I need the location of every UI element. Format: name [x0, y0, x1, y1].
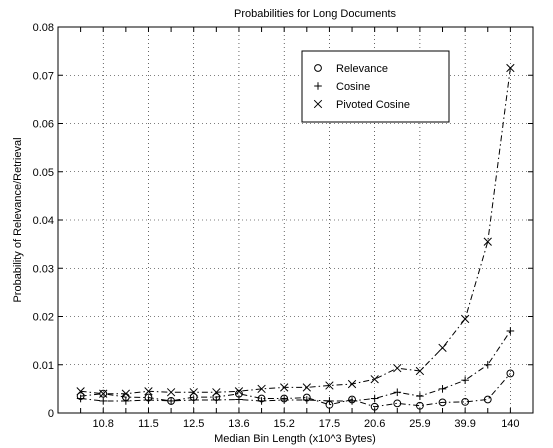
data-point	[438, 385, 447, 393]
legend-label: Relevance	[336, 63, 388, 75]
y-axis: 0 0.01 0.02 0.03 0.04 0.05 0.06 0.07 0.08	[33, 22, 533, 420]
data-point	[76, 394, 85, 403]
data-point	[99, 389, 108, 398]
x-tick-label: 20.6	[364, 418, 385, 430]
data-point	[302, 383, 311, 392]
data-point	[257, 384, 266, 394]
data-point	[483, 395, 492, 404]
series-line	[80, 330, 511, 402]
x-tick-label: 17.5	[319, 418, 340, 430]
legend-marker-cross	[313, 99, 323, 109]
data-point	[370, 394, 379, 403]
series-pivoted-cosine	[76, 63, 515, 398]
data-point	[370, 402, 379, 411]
data-point	[325, 397, 334, 405]
data-point	[415, 366, 425, 376]
legend-label: Pivoted Cosine	[336, 99, 410, 111]
data-point	[461, 376, 469, 384]
y-tick-label: 0	[48, 408, 54, 420]
plot-frame	[57, 26, 534, 414]
x-tick-label: 140	[501, 418, 519, 430]
series-layer	[76, 63, 515, 411]
x-tick-label: 12.5	[183, 418, 204, 430]
data-point	[370, 375, 379, 384]
data-point	[235, 395, 243, 404]
data-point	[280, 396, 288, 404]
data-point	[393, 399, 402, 408]
data-point	[506, 369, 515, 378]
legend-marker-circle	[314, 64, 322, 72]
data-point	[506, 327, 515, 335]
y-tick-label: 0.02	[33, 312, 54, 324]
data-point	[280, 383, 289, 392]
series-line	[80, 67, 511, 395]
y-tick-label: 0.03	[33, 263, 54, 275]
data-point	[167, 397, 175, 405]
series-cosine	[76, 327, 515, 405]
legend-label: Cosine	[336, 81, 370, 93]
data-point	[506, 63, 515, 73]
legend-marker-plus	[314, 82, 322, 90]
x-tick-label: 13.6	[228, 418, 249, 430]
data-point	[325, 381, 334, 390]
y-tick-label: 0.06	[33, 119, 54, 131]
data-point	[121, 389, 131, 398]
data-point	[460, 314, 470, 324]
data-point	[483, 360, 492, 369]
data-point	[393, 388, 402, 397]
x-tick-label: 15.2	[273, 418, 294, 430]
y-tick-label: 0.05	[33, 167, 54, 179]
y-tick-label: 0.04	[33, 215, 54, 227]
legend-box	[301, 50, 450, 123]
data-point	[461, 398, 470, 406]
data-point	[483, 237, 492, 246]
y-tick-label: 0.07	[33, 70, 54, 82]
x-tick-label: 25.9	[409, 418, 430, 430]
data-point	[416, 401, 424, 410]
data-point	[438, 398, 447, 407]
chart-title: Probabilities for Long Documents	[234, 8, 397, 20]
data-point	[416, 392, 424, 400]
grid-layer	[58, 27, 533, 413]
data-point	[393, 363, 402, 373]
y-axis-title: Probability of Relevance/Retrieval	[12, 137, 24, 302]
data-point	[257, 397, 266, 405]
data-point	[144, 396, 153, 404]
data-point	[99, 397, 108, 405]
data-point	[212, 396, 221, 404]
data-point	[189, 388, 198, 397]
series-relevance	[76, 369, 515, 411]
y-tick-label: 0.01	[33, 360, 54, 372]
x-axis: 10.8 11.5 12.5 13.6 15.2 17.5 20.6 25.9 39.9 140	[80, 27, 520, 430]
legend: Relevance Cosine Pivoted Cosine	[301, 50, 450, 123]
data-point	[122, 397, 130, 405]
data-point	[234, 387, 244, 396]
x-tick-label: 39.9	[454, 418, 475, 430]
y-tick-label: 0.08	[33, 22, 54, 34]
data-point	[212, 388, 221, 397]
x-tick-label: 10.8	[93, 418, 114, 430]
data-point	[189, 396, 198, 404]
x-axis-title: Median Bin Length (x10^3 Bytes)	[214, 433, 376, 445]
data-point	[347, 379, 357, 389]
data-point	[76, 387, 85, 396]
data-point	[166, 388, 176, 397]
data-point	[438, 343, 447, 353]
data-point	[144, 387, 153, 396]
data-point	[303, 396, 311, 404]
data-point	[348, 397, 356, 405]
x-tick-label: 11.5	[138, 418, 159, 430]
